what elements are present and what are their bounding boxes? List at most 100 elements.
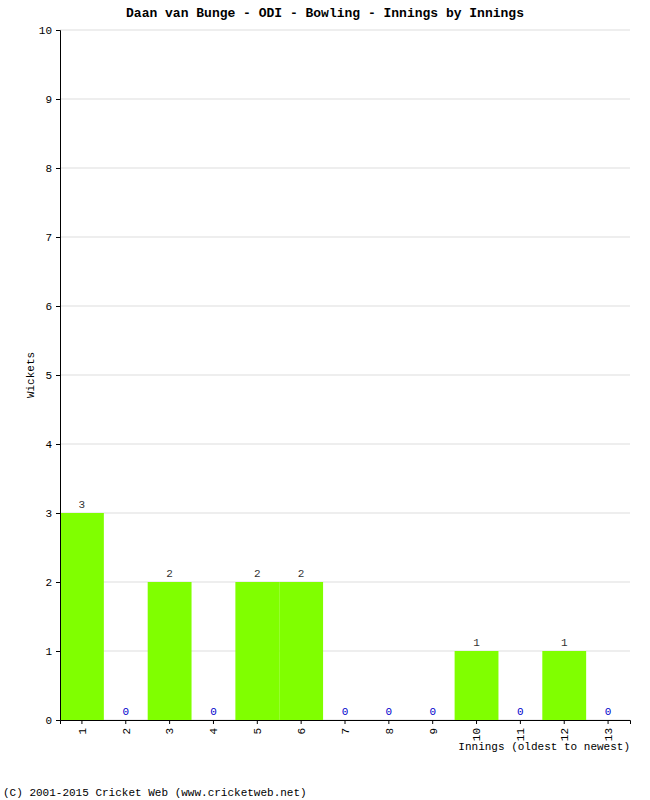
y-tick-label: 7 <box>45 232 52 244</box>
x-tick-label: 3 <box>164 728 176 735</box>
grid-line <box>60 375 630 376</box>
y-axis: 012345678910 <box>39 25 61 727</box>
y-tick-label: 2 <box>45 577 52 589</box>
bar <box>367 720 411 721</box>
x-tick-mark <box>520 720 521 724</box>
x-tick: 13 <box>603 720 615 741</box>
footer: (C) 2001-2015 Cricket Web (www.cricketwe… <box>3 787 307 799</box>
bar <box>323 720 367 721</box>
y-tick-label: 6 <box>45 301 52 313</box>
bar <box>235 582 279 720</box>
y-tick-label: 8 <box>45 163 52 175</box>
y-tick-label: 9 <box>45 94 52 106</box>
grid-line <box>60 306 630 307</box>
grid <box>60 30 630 720</box>
bar <box>542 651 586 720</box>
x-tick-mark <box>301 720 302 724</box>
x-tick: 11 <box>515 720 527 741</box>
y-tick-label: 4 <box>45 439 52 451</box>
grid-line <box>60 582 630 583</box>
x-tick-label: 7 <box>340 728 352 735</box>
data-label: 2 <box>166 568 173 580</box>
x-tick-mark <box>81 720 82 724</box>
x-tick: 12 <box>559 720 571 741</box>
x-tick-label: 13 <box>603 728 615 741</box>
grid-line <box>60 30 630 31</box>
x-tick-label: 6 <box>296 728 308 735</box>
x-tick-label: 4 <box>208 728 220 735</box>
x-tick-label: 9 <box>428 728 440 735</box>
grid-line <box>60 168 630 169</box>
title: Daan van Bunge - ODI - Bowling - Innings… <box>126 6 524 21</box>
y-tick: 9 <box>45 94 60 106</box>
chart-svg: 0123456789101234567891011121330202200010… <box>0 0 650 800</box>
x-axis-title: Innings (oldest to newest) <box>458 741 630 753</box>
data-label: 0 <box>605 706 612 718</box>
grid-line <box>60 99 630 100</box>
x-tick-mark <box>564 720 565 724</box>
y-tick: 3 <box>45 508 60 520</box>
bar <box>586 720 630 721</box>
bar <box>279 582 323 720</box>
y-tick: 2 <box>45 577 60 589</box>
x-tick-label: 2 <box>121 728 133 735</box>
background <box>0 0 650 800</box>
y-tick: 6 <box>45 301 60 313</box>
x-tick: 4 <box>208 720 220 735</box>
x-tick: 5 <box>252 720 264 735</box>
grid-line <box>60 444 630 445</box>
data-label: 1 <box>473 637 480 649</box>
data-label: 0 <box>517 706 524 718</box>
x-tick-mark <box>257 720 258 724</box>
y-tick-mark <box>56 237 60 238</box>
x-tick-mark <box>432 720 433 724</box>
x-tick-mark <box>608 720 609 724</box>
x-tick-label: 10 <box>471 728 483 741</box>
x-tick: 6 <box>296 720 308 735</box>
y-tick-mark <box>56 513 60 514</box>
x-tick: 2 <box>121 720 133 735</box>
plot: 0123456789101234567891011121330202200010… <box>39 25 631 741</box>
y-tick-label: 1 <box>45 646 52 658</box>
y-tick: 10 <box>39 25 60 37</box>
y-tick-mark <box>56 444 60 445</box>
x-axis: 12345678910111213 <box>61 720 631 741</box>
data-label: 0 <box>210 706 217 718</box>
y-tick-mark <box>56 375 60 376</box>
y-tick: 1 <box>45 646 60 658</box>
bar <box>411 720 455 721</box>
y-tick-label: 10 <box>39 25 52 37</box>
x-tick-label: 8 <box>384 728 396 735</box>
x-tick-mark <box>125 720 126 724</box>
y-tick-mark <box>56 651 60 652</box>
y-axis-title: Wickets <box>25 352 37 398</box>
x-tick-label: 12 <box>559 728 571 741</box>
y-tick: 8 <box>45 163 60 175</box>
data-label: 2 <box>298 568 305 580</box>
x-tick: 7 <box>340 720 352 735</box>
y-tick-mark <box>56 306 60 307</box>
data-label: 0 <box>386 706 393 718</box>
data-label: 0 <box>429 706 436 718</box>
y-tick-mark <box>56 99 60 100</box>
y-tick-mark <box>56 582 60 583</box>
grid-line <box>60 237 630 238</box>
bars <box>60 513 586 720</box>
bar <box>148 582 192 720</box>
x-tick-mark <box>476 720 477 724</box>
x-tick: 3 <box>164 720 176 735</box>
grid-line <box>60 513 630 514</box>
y-tick: 4 <box>45 439 60 451</box>
x-tick: 1 <box>77 720 89 735</box>
y-tick-mark <box>56 30 60 31</box>
x-tick-mark <box>388 720 389 724</box>
data-label: 3 <box>79 499 86 511</box>
data-label: 0 <box>122 706 129 718</box>
bar <box>192 720 236 721</box>
x-tick-label: 11 <box>515 728 527 742</box>
x-tick-mark <box>345 720 346 724</box>
y-tick-label: 0 <box>45 715 52 727</box>
y-tick-mark <box>56 720 60 721</box>
data-label: 2 <box>254 568 261 580</box>
y-tick-label: 3 <box>45 508 52 520</box>
